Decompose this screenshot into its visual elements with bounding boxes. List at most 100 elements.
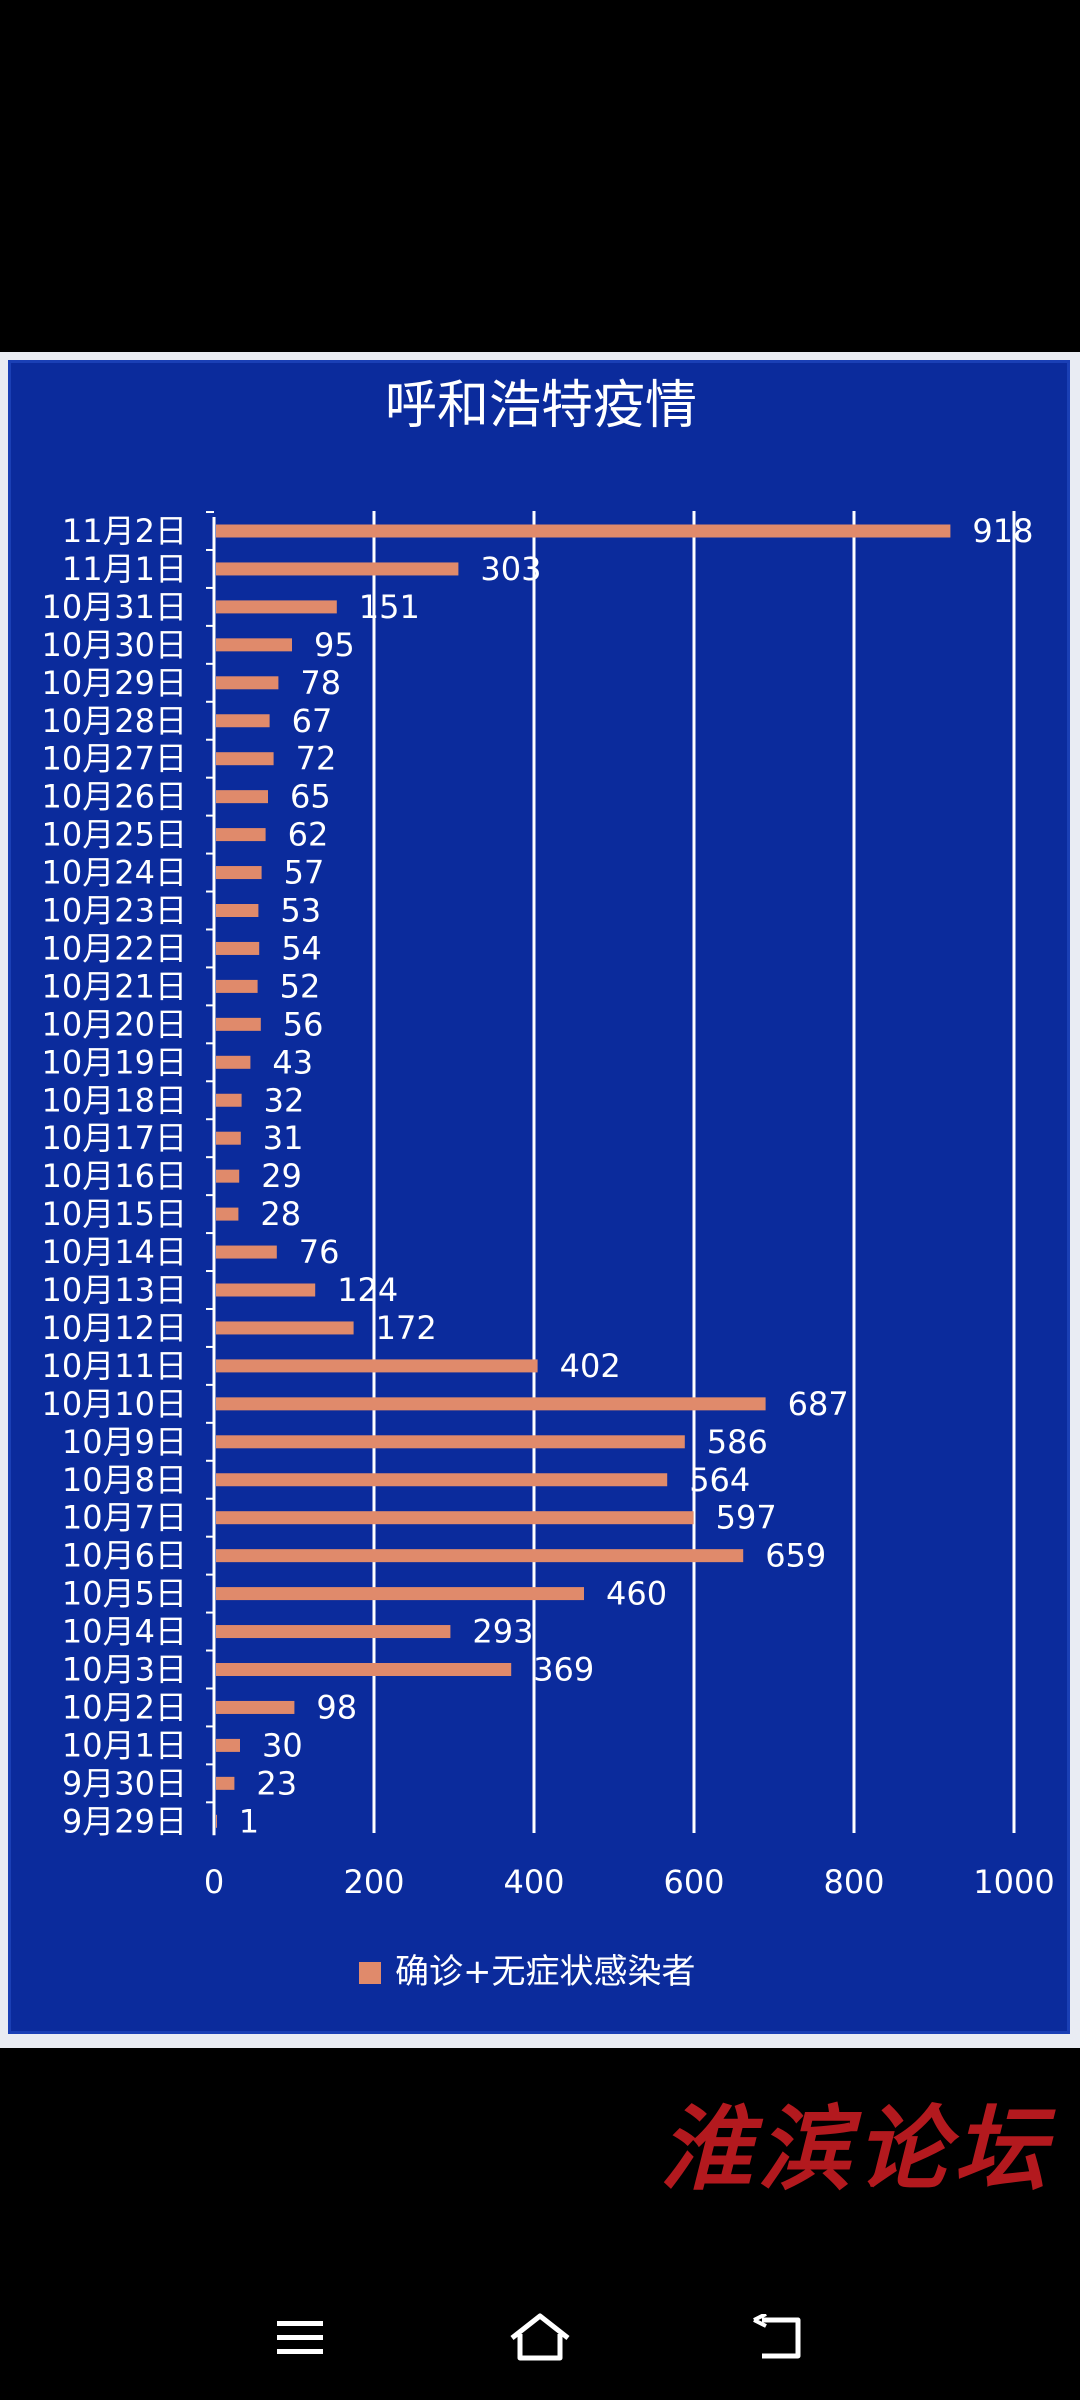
x-tick-label: 400: [503, 1863, 564, 1901]
bar: [216, 1625, 451, 1639]
bar: [216, 524, 951, 538]
category-label: 10月5日: [62, 1575, 187, 1613]
menu-button[interactable]: [255, 2298, 345, 2378]
category-label: 10月29日: [42, 664, 187, 702]
legend: 确诊+无症状感染者: [359, 1952, 696, 1992]
value-label: 28: [260, 1195, 301, 1233]
bars: [216, 524, 951, 1828]
category-label: 10月16日: [42, 1157, 187, 1195]
bar: [216, 1587, 584, 1601]
category-label: 10月1日: [62, 1726, 187, 1764]
category-label: 10月10日: [42, 1385, 187, 1423]
home-button[interactable]: [495, 2298, 585, 2378]
category-label: 10月3日: [62, 1651, 187, 1689]
bar: [216, 979, 258, 993]
x-tick-label: 600: [663, 1863, 724, 1901]
category-label: 10月23日: [42, 892, 187, 930]
bar: [216, 828, 266, 842]
value-label: 23: [256, 1764, 297, 1802]
value-label: 32: [264, 1081, 305, 1119]
value-label: 460: [606, 1575, 667, 1613]
bar: [216, 904, 259, 917]
category-label: 10月22日: [42, 929, 187, 967]
value-label: 293: [472, 1613, 533, 1651]
value-label: 95: [314, 626, 355, 664]
back-icon: [753, 2314, 801, 2359]
bar: [216, 752, 274, 766]
value-label: 687: [788, 1385, 849, 1423]
category-label: 10月11日: [42, 1347, 187, 1385]
bar: [216, 1131, 241, 1145]
value-labels: 9183031519578677265625753545256433231292…: [239, 512, 1034, 1840]
value-label: 369: [533, 1651, 594, 1689]
value-label: 303: [480, 550, 541, 588]
category-label: 10月21日: [42, 967, 187, 1005]
category-labels: 11月2日11月1日10月31日10月30日10月29日10月28日10月27日…: [42, 512, 187, 1840]
value-label: 124: [337, 1271, 398, 1309]
category-label: 10月13日: [42, 1271, 187, 1309]
bar: [216, 866, 262, 880]
category-label: 10月9日: [62, 1423, 187, 1461]
value-label: 172: [376, 1309, 437, 1347]
value-label: 57: [284, 854, 325, 892]
bar: [216, 1017, 261, 1031]
bar: [216, 1549, 744, 1563]
category-label: 10月4日: [62, 1613, 187, 1651]
value-label: 30: [262, 1726, 303, 1764]
bar: [216, 714, 270, 728]
value-label: 65: [290, 778, 331, 816]
bar: [216, 638, 292, 652]
value-label: 1: [239, 1802, 259, 1840]
bar: [216, 1245, 277, 1259]
value-label: 29: [261, 1157, 302, 1195]
bar: [216, 1093, 242, 1107]
x-tick-label: 0: [204, 1863, 224, 1901]
value-label: 72: [296, 740, 337, 778]
bar: [216, 1435, 685, 1449]
value-label: 586: [707, 1423, 768, 1461]
value-label: 43: [272, 1043, 313, 1081]
category-label: 11月2日: [62, 512, 187, 550]
x-tick-labels: 0 200 400 600 800 1000: [204, 1863, 1055, 1901]
legend-swatch: [359, 1962, 381, 1984]
legend-label: 确诊+无症状感染者: [395, 1952, 696, 1992]
x-tick-label: 800: [823, 1863, 884, 1901]
bar: [216, 1738, 240, 1752]
home-icon: [510, 2313, 570, 2361]
category-label: 10月12日: [42, 1309, 187, 1347]
value-label: 76: [299, 1233, 340, 1271]
bar: [216, 1814, 217, 1828]
bar: [216, 1511, 694, 1525]
menu-icon: [277, 2321, 323, 2354]
value-label: 78: [300, 664, 341, 702]
category-label: 10月2日: [62, 1688, 187, 1726]
category-label: 9月29日: [62, 1802, 187, 1840]
value-label: 54: [281, 929, 322, 967]
bar: [216, 562, 459, 576]
category-label: 9月30日: [62, 1764, 187, 1802]
value-label: 918: [972, 512, 1033, 550]
bar: [216, 1776, 235, 1790]
category-label: 10月24日: [42, 854, 187, 892]
value-label: 659: [765, 1537, 826, 1575]
bar: [216, 600, 337, 614]
category-label: 10月28日: [42, 702, 187, 740]
chart-panel: 呼和浩特疫情 11月2日 11月1日 10月31日 10月30日 10月29日 10月28…: [8, 360, 1070, 2034]
bar: [216, 790, 268, 804]
bar: [216, 1397, 766, 1411]
bar: [216, 1321, 354, 1335]
category-label: 10月27日: [42, 740, 187, 778]
back-button[interactable]: [735, 2298, 825, 2378]
bar: [216, 1359, 538, 1373]
value-label: 564: [689, 1461, 750, 1499]
bar: [216, 1169, 240, 1183]
value-label: 56: [283, 1005, 324, 1043]
bar: [216, 1283, 316, 1297]
bar-chart: 呼和浩特疫情 11月2日11月1日10月31日10月30日10月29日10月28…: [42, 376, 1055, 1992]
category-label: 10月8日: [62, 1461, 187, 1499]
value-label: 53: [280, 892, 321, 930]
value-label: 151: [359, 588, 420, 626]
category-label: 10月25日: [42, 816, 187, 854]
category-label: 10月14日: [42, 1233, 187, 1271]
bar: [216, 1055, 251, 1069]
